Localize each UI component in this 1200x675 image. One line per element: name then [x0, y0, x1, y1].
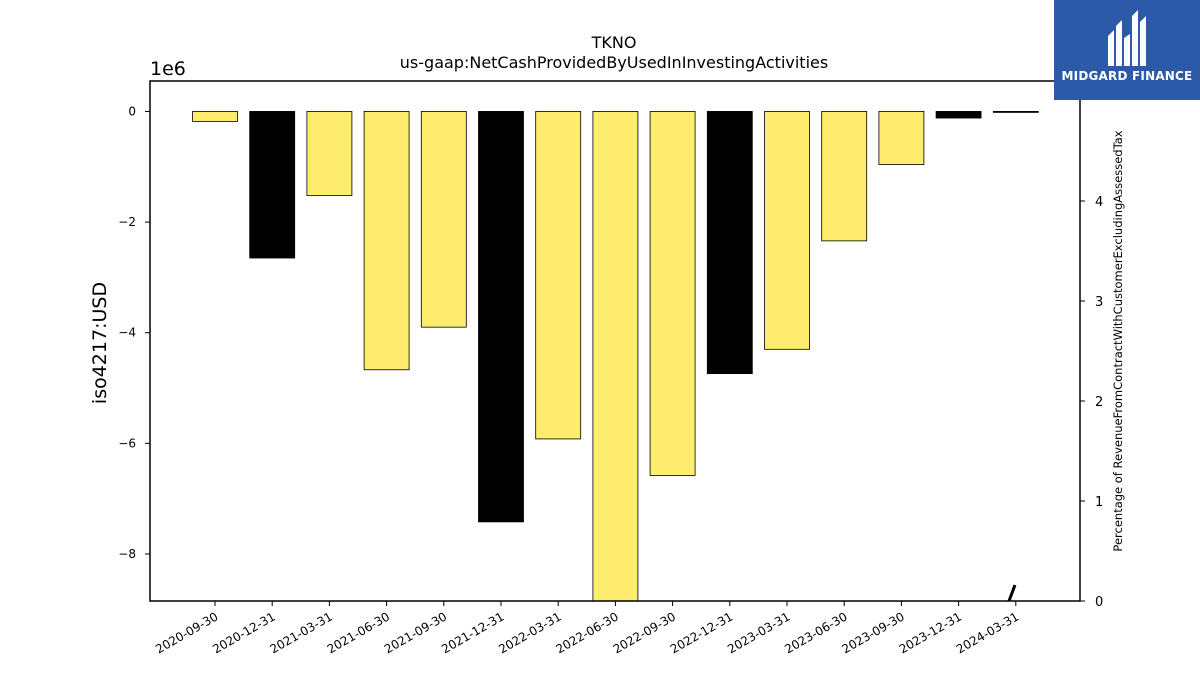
y2-tick-label: 0 — [1095, 595, 1103, 610]
y-multiplier-label: 1e6 — [150, 58, 186, 80]
x-tick-label: 2023-12-31 — [897, 609, 964, 656]
bar-2022-06-30 — [592, 111, 639, 602]
x-tick-label: 2021-09-30 — [382, 609, 449, 656]
brand-logo: MIDGARD FINANCE — [1054, 0, 1200, 100]
y-tick-label: −4 — [118, 326, 136, 340]
x-tick-label: 2022-12-31 — [668, 609, 735, 656]
y-tick-label: 0 — [128, 104, 136, 118]
bar-2021-06-30 — [363, 111, 410, 371]
bar-2021-09-30 — [420, 111, 467, 328]
y2-tick-label: 3 — [1095, 295, 1103, 310]
x-tick-label: 2024-03-31 — [954, 609, 1021, 656]
y2-tick-label: 4 — [1095, 195, 1103, 210]
x-tick-label: 2021-12-31 — [439, 609, 506, 656]
chart-title: TKNO — [591, 33, 637, 52]
x-tick-label: 2021-06-30 — [325, 609, 392, 656]
x-tick-label: 2023-09-30 — [839, 609, 906, 656]
y-tick-label: −6 — [118, 436, 136, 450]
y2-tick-label: 2 — [1095, 395, 1103, 410]
bar-2022-03-31 — [535, 111, 582, 440]
x-tick-label: 2022-06-30 — [553, 609, 620, 656]
y-axis-label: iso4217:USD — [89, 282, 111, 404]
midgard-logo-icon — [1108, 10, 1146, 66]
x-tick-label: 2022-09-30 — [611, 609, 678, 656]
axis-break-mark — [1007, 584, 1017, 602]
bar-2023-03-31 — [764, 111, 810, 350]
y-tick-label: −8 — [118, 547, 136, 561]
plot-frame — [149, 80, 1081, 602]
bar-2023-09-30 — [878, 111, 925, 165]
bar-2020-12-31 — [249, 111, 296, 259]
bar-2020-09-30 — [192, 111, 238, 122]
y-tick-label: −2 — [118, 215, 136, 229]
y2-tick-label: 1 — [1095, 495, 1103, 510]
x-tick-label: 2023-03-31 — [725, 609, 792, 656]
bar-2022-09-30 — [649, 111, 696, 476]
bar-2024-03-31 — [992, 111, 1039, 113]
x-tick-label: 2020-09-30 — [153, 609, 220, 656]
bar-2023-12-31 — [935, 111, 982, 119]
x-tick-label: 2021-03-31 — [267, 609, 334, 656]
x-tick-label: 2023-06-30 — [782, 609, 849, 656]
logo-text: MIDGARD FINANCE — [1061, 69, 1193, 83]
x-tick-label: 2020-12-31 — [210, 609, 277, 656]
bar-2023-06-30 — [821, 111, 868, 242]
bar-2022-12-31 — [706, 111, 753, 375]
chart-subtitle: us-gaap:NetCashProvidedByUsedInInvesting… — [400, 53, 828, 72]
bar-2021-03-31 — [306, 111, 353, 196]
bar-2021-12-31 — [478, 111, 524, 523]
bars-layer — [192, 111, 1039, 602]
y2-axis-label: Percentage of RevenueFromContractWithCus… — [1111, 130, 1125, 551]
x-tick-label: 2022-03-31 — [496, 609, 563, 656]
